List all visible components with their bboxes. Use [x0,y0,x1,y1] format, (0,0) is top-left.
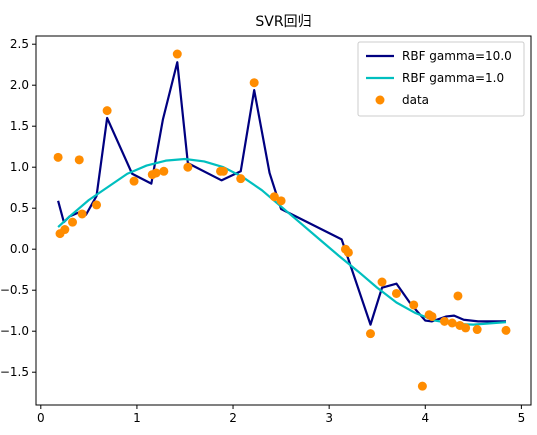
data-point [501,325,511,335]
data-point [417,381,427,391]
series-layer [53,49,511,391]
data-point [447,318,457,328]
x-tick-label: 0 [37,411,45,425]
legend-label: RBF gamma=10.0 [402,49,512,63]
chart-title: SVR回归 [255,13,311,30]
legend-label: RBF gamma=1.0 [402,71,504,85]
y-tick-label: 2.5 [10,37,29,51]
data-point [183,162,193,172]
y-tick-label: 0.5 [10,201,29,215]
data-point [218,166,228,176]
y-tick-label: 1.0 [10,160,29,174]
data-point [60,225,70,235]
x-tick-label: 1 [133,411,141,425]
legend-box [357,41,525,117]
data-point [159,166,169,176]
legend: RBF gamma=10.0 RBF gamma=1.0 data [357,41,525,117]
data-point [236,174,246,184]
data-point [377,277,387,287]
data-point [365,329,375,339]
data-point [53,152,63,162]
series-line-1 [57,157,507,326]
axis-ticks: 0 1 2 3 4 5 −1.5 −1.0 −0.5 0.0 0.5 1.0 1.5 2.0 2.5 [0,37,525,425]
x-tick-label: 3 [325,411,333,425]
data-point [343,247,353,257]
data-point [472,325,482,335]
y-tick-label: 2.0 [10,78,29,92]
data-point [427,311,437,321]
data-point [391,288,401,298]
legend-swatch-2 [375,95,385,105]
x-tick-label: 2 [229,411,237,425]
data-point [74,155,84,165]
y-tick-label: −1.0 [0,324,29,338]
y-tick-label: 1.5 [10,119,29,133]
data-point [172,49,182,59]
y-tick-label: −1.5 [0,365,29,379]
plot-area [35,35,532,406]
series-group [53,49,511,391]
data-point [92,200,102,210]
data-point [77,209,87,219]
data-point [461,323,471,333]
data-point [269,192,279,202]
data-point [151,168,161,178]
x-tick-label: 5 [518,411,526,425]
data-point [276,196,286,206]
data-point [409,300,419,310]
legend-label: data [402,93,429,107]
y-tick-label: 0.0 [10,242,29,256]
y-tick-label: −0.5 [0,283,29,297]
x-tick-label: 4 [421,411,429,425]
data-point [249,78,259,88]
data-point [129,176,139,186]
data-point [453,291,463,301]
data-point [68,217,78,227]
data-point [439,316,449,326]
data-point [102,106,112,116]
